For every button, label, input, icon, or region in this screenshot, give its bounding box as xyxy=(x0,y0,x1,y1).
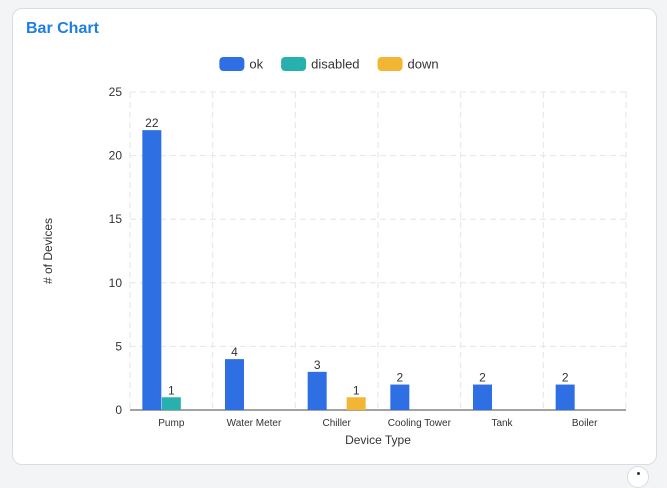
legend-item-disabled[interactable]: disabled xyxy=(281,57,360,72)
chart-card: Bar Chart xyxy=(12,8,657,465)
card-title: Bar Chart xyxy=(26,20,99,37)
y-tick-label: 5 xyxy=(115,339,122,353)
bar-disabled[interactable] xyxy=(161,397,181,410)
x-tick-label: Water Meter xyxy=(227,418,282,429)
legend-swatch xyxy=(219,57,245,71)
chart-bars[interactable] xyxy=(142,130,575,410)
legend-item-ok[interactable]: ok xyxy=(219,57,264,72)
data-label: 22 xyxy=(145,116,159,130)
bar-ok[interactable] xyxy=(473,384,492,410)
chart-legend[interactable]: ok disabled down xyxy=(219,57,439,72)
bar-ok[interactable] xyxy=(142,130,162,410)
x-tick-label: Boiler xyxy=(572,418,598,429)
legend-label: down xyxy=(408,57,439,72)
y-tick-label: 0 xyxy=(115,403,122,417)
y-tick-label: 10 xyxy=(109,276,123,290)
x-tick-label: Tank xyxy=(491,418,513,429)
data-label: 2 xyxy=(562,371,569,385)
data-label: 4 xyxy=(231,345,238,359)
bar-ok[interactable] xyxy=(307,371,327,410)
data-label: 3 xyxy=(314,358,321,372)
data-label: 1 xyxy=(353,383,360,397)
info-badge[interactable] xyxy=(627,466,649,488)
legend-label: disabled xyxy=(311,57,359,72)
bar-ok[interactable] xyxy=(390,384,410,410)
y-axis: 0 5 10 15 20 25 xyxy=(109,85,123,417)
legend-swatch xyxy=(281,57,307,71)
y-tick-label: 25 xyxy=(109,85,123,99)
data-label: 2 xyxy=(479,371,486,385)
x-axis-title: Device Type xyxy=(345,433,411,447)
bar-down[interactable] xyxy=(346,397,366,410)
info-dot xyxy=(637,472,640,475)
legend-label: ok xyxy=(249,57,263,72)
x-tick-label: Cooling Tower xyxy=(388,418,452,429)
data-label: 1 xyxy=(168,383,175,397)
bar-ok[interactable] xyxy=(225,359,244,410)
chart-grid xyxy=(129,91,627,410)
legend-item-down[interactable]: down xyxy=(377,57,439,72)
x-axis: Pump Water Meter Chiller Cooling Tower Tank B… xyxy=(130,409,626,429)
y-tick-label: 15 xyxy=(109,212,123,226)
data-label: 2 xyxy=(396,371,403,385)
y-tick-label: 20 xyxy=(109,149,123,163)
y-axis-title: # of Devices xyxy=(41,218,55,284)
bar-ok[interactable] xyxy=(555,384,575,410)
x-tick-label: Pump xyxy=(158,418,185,429)
legend-swatch xyxy=(377,57,403,71)
x-tick-label: Chiller xyxy=(322,418,351,429)
